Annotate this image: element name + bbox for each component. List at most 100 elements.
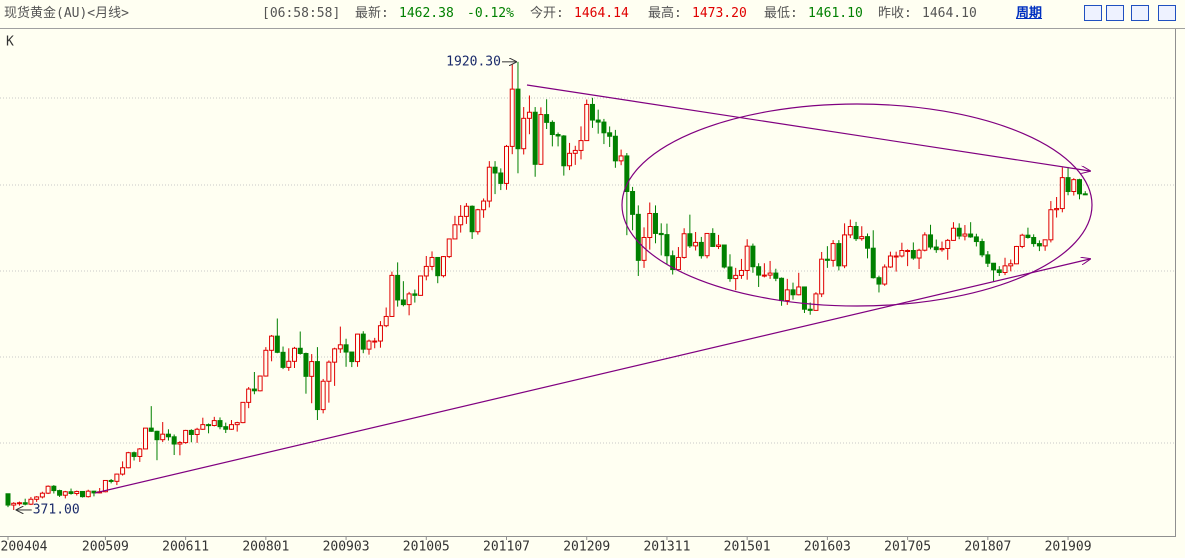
candle-body (458, 215, 464, 226)
candle-body (526, 111, 532, 119)
candle-body (314, 361, 320, 411)
candle-body (979, 241, 985, 256)
candle-body (177, 442, 183, 445)
candle-body (183, 429, 189, 444)
x-tick-label: 201209 (563, 540, 610, 555)
candle-body (11, 502, 17, 506)
candle-body (269, 335, 275, 351)
candle-body (922, 234, 928, 251)
candle-body (693, 241, 699, 247)
candle-body (830, 243, 836, 261)
candle-body (217, 420, 223, 428)
candle-body (171, 436, 177, 445)
candle-body (206, 424, 212, 427)
candle-body (973, 236, 979, 243)
candle-body (492, 166, 498, 174)
field-label: 昨收: (878, 6, 912, 21)
nav-left-button[interactable] (1084, 5, 1102, 21)
candle-body (211, 420, 217, 427)
field-label: 最高: (648, 6, 682, 21)
x-tick-label: 200404 (1, 540, 48, 555)
candle-body (509, 88, 515, 147)
nav-right-button[interactable] (1106, 5, 1124, 21)
candle-body (228, 424, 234, 430)
candle-body (991, 262, 997, 271)
candle-body (504, 145, 510, 184)
support-trendline (94, 259, 1090, 494)
candle-body (463, 205, 469, 217)
candle-body (286, 360, 292, 368)
candle-body (22, 502, 28, 505)
candle-body (784, 289, 790, 302)
candle-body (469, 205, 475, 233)
candle-body (452, 224, 458, 240)
candle-body (389, 274, 395, 317)
candle-body (716, 244, 722, 247)
candle-body (114, 473, 120, 482)
candle-body (1042, 239, 1048, 247)
candle-body (57, 490, 63, 496)
period-link[interactable]: 周期 (1016, 6, 1043, 21)
candle-body (905, 250, 911, 253)
candle-body (280, 351, 286, 368)
candle-body (727, 266, 733, 280)
candle-body (589, 103, 595, 121)
candle-body (819, 258, 825, 295)
candle-body (309, 361, 315, 377)
candle-body (234, 422, 240, 426)
candle-body (698, 241, 704, 257)
candle-body (366, 340, 372, 350)
candle-body (521, 117, 527, 150)
candle-body (303, 352, 309, 377)
candle-body (532, 111, 538, 165)
candle-body (652, 212, 658, 234)
candle-body (292, 347, 297, 362)
low-price: 1461.10 (808, 6, 863, 21)
candle-body (761, 274, 767, 277)
candle-body (418, 275, 424, 296)
candle-body (607, 132, 613, 137)
candle-body (131, 452, 137, 457)
high-price: 1473.20 (692, 6, 747, 21)
prev-close: 1464.10 (922, 6, 977, 21)
candle-body (658, 232, 664, 236)
consolidation-ellipse (621, 103, 1093, 307)
restore-button[interactable] (1158, 5, 1176, 21)
candle-body (612, 135, 618, 162)
quote-time: [06:58:58] (262, 6, 341, 21)
candle-body (721, 244, 727, 268)
candle-body (1077, 179, 1083, 195)
candle-body (240, 401, 246, 424)
candle-body (395, 274, 401, 301)
candle-body (842, 234, 848, 267)
candle-body (62, 491, 68, 496)
candle-body (332, 348, 338, 363)
layout-button[interactable] (1131, 5, 1149, 21)
candle-body (412, 293, 418, 296)
candle-body (939, 247, 945, 251)
x-tick-label: 201705 (884, 540, 931, 555)
candle-body (893, 255, 899, 258)
candle-body (601, 121, 607, 134)
candle-body (68, 491, 74, 494)
candle-body (120, 467, 126, 475)
candle-body (899, 250, 905, 257)
candle-body (165, 433, 171, 438)
candle-body (1025, 234, 1031, 238)
candle-body (400, 299, 406, 306)
candle-body (681, 233, 687, 258)
candle-body (813, 293, 819, 311)
candle-body (143, 427, 149, 450)
candle-body (1031, 236, 1037, 245)
x-tick-label: 200611 (162, 540, 209, 555)
candle-body (865, 236, 870, 249)
candle-body (962, 233, 968, 237)
candle-body (985, 254, 991, 264)
candle-body (618, 155, 624, 162)
candle-body (137, 448, 143, 457)
candle-body (882, 266, 888, 285)
candle-body (635, 213, 641, 261)
candle-body (750, 245, 756, 268)
candle-body (647, 212, 653, 238)
candle-body (475, 209, 481, 233)
